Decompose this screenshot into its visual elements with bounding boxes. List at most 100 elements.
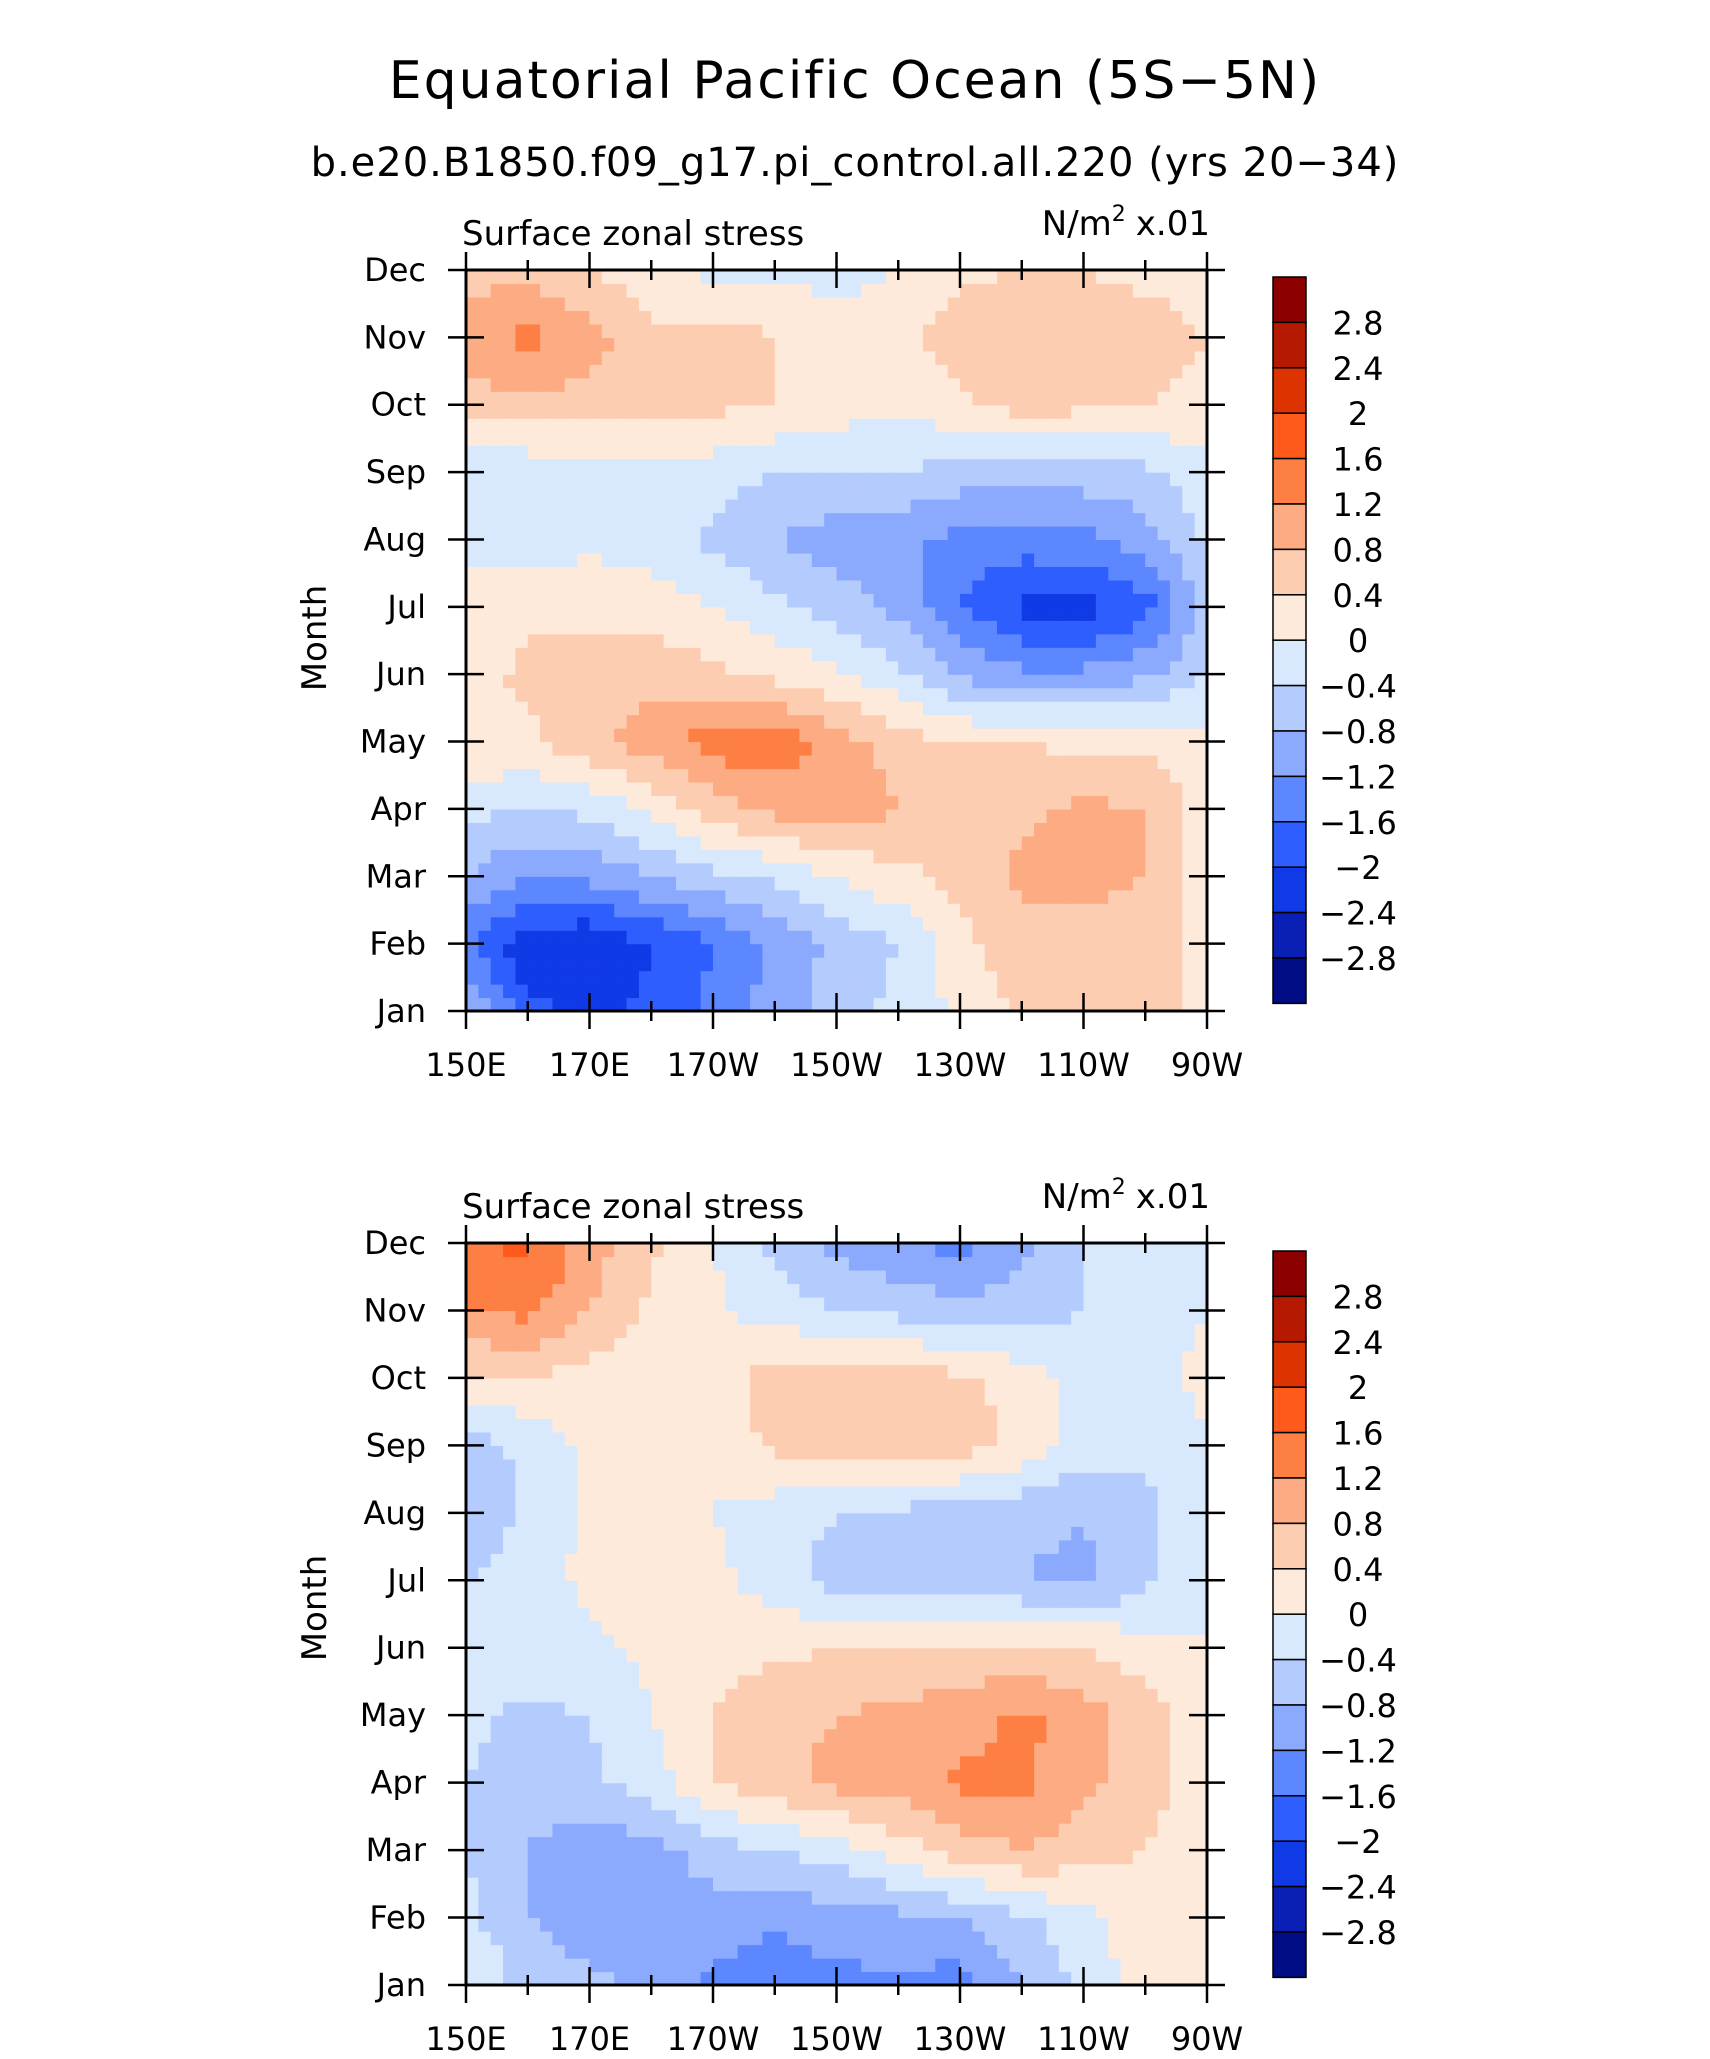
cell-r21-c23 <box>750 714 763 729</box>
cell-r5-c53 <box>1120 930 1134 945</box>
cell-r27-c8 <box>564 633 578 648</box>
cell-r13-c3 <box>503 822 516 837</box>
cell-r23-c36 <box>910 687 924 702</box>
cell-r15-c8 <box>564 1769 578 1784</box>
cell-r43-c58 <box>1182 418 1196 433</box>
cell-r15-c18 <box>688 1769 702 1784</box>
cell-r53-c51 <box>1095 283 1109 298</box>
cell-r0-c52 <box>1108 1971 1122 1986</box>
cell-r20-c38 <box>935 728 949 743</box>
cell-r24-c5 <box>527 1647 541 1662</box>
cell-r17-c49 <box>1071 1742 1085 1757</box>
cell-r15-c21 <box>725 1769 739 1784</box>
cell-r25-c1 <box>478 660 492 675</box>
cell-r4-c57 <box>1169 1917 1183 1932</box>
cell-r9-c16 <box>663 876 677 891</box>
cell-r26-c42 <box>984 647 998 662</box>
cell-r41-c43 <box>997 445 1010 460</box>
cell-r22-c29 <box>824 701 838 716</box>
cell-r23-c23 <box>750 1661 763 1676</box>
cell-r25-c56 <box>1157 660 1171 675</box>
cell-r9-c24 <box>762 876 776 891</box>
cell-r38-c51 <box>1095 485 1109 500</box>
cell-r15-c20 <box>713 795 726 810</box>
cell-r8-c11 <box>601 1863 615 1878</box>
cell-r47-c52 <box>1108 364 1122 379</box>
cell-r6-c43 <box>997 1890 1010 1905</box>
cell-r36-c55 <box>1145 512 1159 527</box>
cell-r18-c38 <box>935 755 949 770</box>
cell-r17-c12 <box>614 768 628 783</box>
cell-r26-c22 <box>737 647 751 662</box>
cell-r3-c45 <box>1021 957 1035 972</box>
cell-r53-c3 <box>503 283 516 298</box>
cell-r28-c43 <box>997 620 1010 635</box>
cell-r13-c5 <box>527 1796 541 1811</box>
cell-r24-c33 <box>873 674 887 689</box>
cell-r3-c0 <box>466 1931 479 1946</box>
cell-r5-c6 <box>540 1904 554 1919</box>
cell-r3-c24 <box>762 1931 776 1946</box>
cell-r38-c5 <box>527 485 541 500</box>
cell-r9-c37 <box>922 876 936 891</box>
cell-r22-c48 <box>1058 701 1072 716</box>
cell-r14-c34 <box>885 808 899 823</box>
cell-r38-c21 <box>725 485 739 500</box>
cell-r16-c25 <box>774 781 788 797</box>
cell-r0-c26 <box>787 997 801 1012</box>
cell-r13-c35 <box>898 1796 912 1811</box>
cell-r10-c58 <box>1182 862 1196 877</box>
cell-r3-c59 <box>1194 1931 1208 1946</box>
cell-r37-c31 <box>848 499 862 514</box>
cell-r22-c4 <box>515 701 529 716</box>
cell-r41-c12 <box>614 445 628 460</box>
cell-r39-c29 <box>824 472 838 487</box>
cell-r6-c52 <box>1108 1890 1122 1905</box>
cell-r40-c55 <box>1145 458 1159 473</box>
cell-r51-c5 <box>527 310 541 325</box>
cell-r1-c34 <box>885 1958 899 1973</box>
cell-r13-c44 <box>1009 1796 1023 1811</box>
cell-r8-c28 <box>811 889 825 904</box>
cell-r22-c11 <box>601 701 615 716</box>
cell-r3-c53 <box>1120 1931 1134 1946</box>
cell-r21-c16 <box>663 1688 677 1703</box>
cell-r11-c10 <box>589 1823 603 1838</box>
cell-r27-c36 <box>910 633 924 648</box>
cell-r1-c28 <box>811 984 825 999</box>
cell-r19-c44 <box>1009 741 1023 756</box>
cell-r48-c52 <box>1108 350 1122 365</box>
cell-r24-c28 <box>811 1647 825 1662</box>
cell-r39-c33 <box>873 472 887 487</box>
cell-r38-c52 <box>1108 485 1122 500</box>
cell-r48-c59 <box>1194 350 1208 365</box>
cell-r25-c40 <box>960 660 973 675</box>
cell-r31-c46 <box>1034 579 1048 594</box>
cell-r53-c57 <box>1169 283 1183 298</box>
cell-r3-c28 <box>811 957 825 972</box>
cell-r14-c58 <box>1182 1782 1196 1797</box>
cell-r13-c7 <box>552 1796 566 1811</box>
cell-r47-c8 <box>564 364 578 379</box>
cell-r43-c21 <box>725 418 739 433</box>
cell-r13-c29 <box>824 1796 838 1811</box>
cell-r45-c4 <box>515 391 529 406</box>
cell-r52-c8 <box>564 296 578 312</box>
cell-r40-c50 <box>1083 458 1097 473</box>
cell-r21-c29 <box>824 1688 838 1703</box>
cell-r34-c36 <box>910 539 924 554</box>
cell-r1-c26 <box>787 1958 801 1973</box>
cell-r51-c25 <box>774 310 788 325</box>
cell-r46-c13 <box>626 377 640 392</box>
cell-r3-c42 <box>984 1931 998 1946</box>
cell-r17-c8 <box>564 1742 578 1757</box>
cell-r2-c10 <box>589 1944 603 1959</box>
cell-r35-c54 <box>1132 525 1146 541</box>
cell-r24-c3 <box>503 1647 516 1662</box>
cell-r2-c32 <box>861 1944 875 1959</box>
cell-r19-c38 <box>935 1715 949 1730</box>
cell-r38-c22 <box>737 485 751 500</box>
cell-r11-c13 <box>626 849 640 864</box>
cell-r8-c8 <box>564 1863 578 1878</box>
cell-r29-c29 <box>824 606 838 621</box>
